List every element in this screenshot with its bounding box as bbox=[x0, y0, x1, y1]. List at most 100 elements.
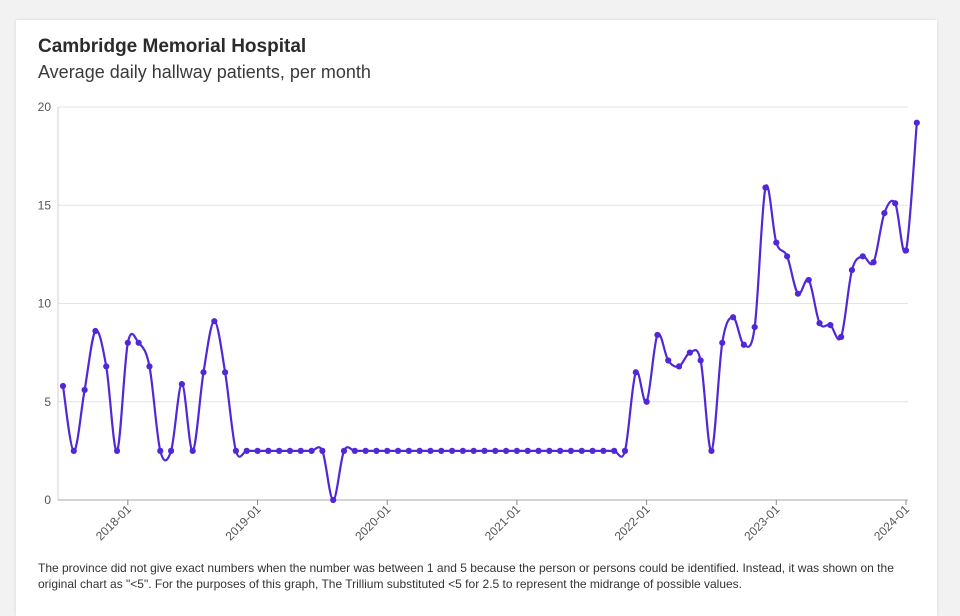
data-point[interactable] bbox=[222, 369, 229, 376]
data-point[interactable] bbox=[589, 447, 596, 454]
data-point[interactable] bbox=[643, 398, 650, 405]
data-point[interactable] bbox=[189, 447, 196, 454]
data-point[interactable] bbox=[103, 363, 110, 370]
series-line-group bbox=[59, 119, 920, 504]
data-point[interactable] bbox=[697, 357, 704, 364]
data-point[interactable] bbox=[524, 447, 531, 454]
x-tick-label: 2022-01 bbox=[612, 502, 653, 543]
data-point[interactable] bbox=[708, 447, 715, 454]
data-point[interactable] bbox=[146, 363, 153, 370]
data-point[interactable] bbox=[157, 447, 164, 454]
data-point[interactable] bbox=[167, 447, 175, 454]
data-point[interactable] bbox=[557, 447, 564, 454]
data-point[interactable] bbox=[470, 447, 477, 454]
data-point[interactable] bbox=[373, 447, 380, 454]
data-point[interactable] bbox=[686, 349, 693, 356]
chart-card: Cambridge Memorial Hospital Average dail… bbox=[16, 20, 937, 616]
data-point[interactable] bbox=[70, 447, 77, 454]
data-point[interactable] bbox=[405, 447, 412, 454]
y-tick-label: 5 bbox=[44, 395, 51, 409]
data-point[interactable] bbox=[719, 339, 726, 346]
data-point[interactable] bbox=[762, 184, 769, 191]
data-point[interactable] bbox=[859, 253, 866, 260]
y-tick-label: 10 bbox=[38, 297, 52, 311]
line-chart: 0 5 10 15 20 2018-01 2019-01 2020-01 2021-01 202… bbox=[38, 100, 920, 543]
x-tick-label: 2019-01 bbox=[223, 502, 264, 543]
chart-subtitle: Average daily hallway patients, per mont… bbox=[38, 62, 371, 82]
data-point[interactable] bbox=[254, 447, 261, 454]
data-point[interactable] bbox=[838, 333, 845, 341]
data-point[interactable] bbox=[135, 339, 142, 346]
data-point[interactable] bbox=[913, 119, 920, 126]
data-point[interactable] bbox=[394, 447, 402, 454]
y-tick-label: 15 bbox=[38, 198, 52, 212]
data-point[interactable] bbox=[665, 357, 672, 364]
data-point[interactable] bbox=[805, 276, 812, 284]
data-point[interactable] bbox=[330, 496, 337, 504]
data-point[interactable] bbox=[751, 323, 758, 331]
data-point[interactable] bbox=[351, 447, 358, 454]
data-point[interactable] bbox=[92, 327, 99, 335]
data-point[interactable] bbox=[286, 447, 294, 454]
data-point[interactable] bbox=[600, 447, 607, 454]
data-point[interactable] bbox=[675, 363, 683, 370]
y-axis: 0 5 10 15 20 bbox=[38, 100, 59, 507]
x-tick-label: 2021-01 bbox=[482, 502, 523, 543]
data-point[interactable] bbox=[481, 447, 488, 454]
data-point[interactable] bbox=[211, 318, 218, 325]
data-point[interactable] bbox=[902, 247, 910, 254]
data-point[interactable] bbox=[503, 447, 510, 454]
x-tick-label: 2023-01 bbox=[741, 502, 782, 543]
data-point[interactable] bbox=[740, 341, 747, 348]
data-point[interactable] bbox=[784, 253, 791, 260]
footnote: The province did not give exact numbers … bbox=[38, 561, 894, 591]
data-point[interactable] bbox=[827, 322, 834, 329]
data-point[interactable] bbox=[448, 447, 456, 454]
data-point[interactable] bbox=[59, 382, 67, 390]
data-point[interactable] bbox=[265, 447, 272, 454]
data-point[interactable] bbox=[200, 369, 207, 376]
data-point[interactable] bbox=[632, 369, 639, 376]
y-tick-label: 20 bbox=[38, 100, 52, 114]
data-point[interactable] bbox=[892, 200, 899, 207]
data-point[interactable] bbox=[308, 447, 315, 454]
data-point[interactable] bbox=[816, 320, 823, 327]
data-point[interactable] bbox=[578, 447, 585, 454]
data-point[interactable] bbox=[232, 447, 240, 454]
data-point[interactable] bbox=[438, 447, 445, 454]
data-point[interactable] bbox=[276, 447, 283, 454]
data-point[interactable] bbox=[459, 447, 466, 454]
y-tick-label: 0 bbox=[44, 493, 51, 507]
data-point[interactable] bbox=[178, 380, 185, 388]
data-point[interactable] bbox=[81, 386, 88, 394]
data-point[interactable] bbox=[297, 447, 304, 454]
data-point[interactable] bbox=[729, 314, 737, 321]
data-point[interactable] bbox=[362, 447, 369, 454]
x-tick-label: 2024-01 bbox=[871, 502, 912, 543]
data-point[interactable] bbox=[773, 239, 780, 246]
series-line bbox=[61, 121, 918, 502]
data-point[interactable] bbox=[113, 447, 121, 454]
data-point[interactable] bbox=[567, 447, 575, 454]
data-point[interactable] bbox=[243, 447, 250, 454]
data-point[interactable] bbox=[124, 339, 131, 346]
data-point[interactable] bbox=[621, 447, 629, 454]
data-point[interactable] bbox=[881, 210, 888, 217]
data-point[interactable] bbox=[427, 447, 434, 454]
data-point[interactable] bbox=[611, 447, 618, 454]
data-point[interactable] bbox=[654, 331, 661, 339]
data-point[interactable] bbox=[535, 447, 542, 454]
data-point[interactable] bbox=[340, 447, 348, 454]
data-point[interactable] bbox=[546, 447, 553, 454]
data-point[interactable] bbox=[319, 447, 326, 454]
data-point[interactable] bbox=[513, 447, 521, 454]
data-point[interactable] bbox=[492, 447, 499, 454]
data-point[interactable] bbox=[848, 266, 856, 274]
x-axis: 2018-01 2019-01 2020-01 2021-01 2022-01 2023-… bbox=[58, 499, 912, 543]
x-tick-label: 2018-01 bbox=[93, 502, 134, 543]
data-point[interactable] bbox=[384, 447, 391, 454]
data-point[interactable] bbox=[794, 290, 802, 297]
chart-title: Cambridge Memorial Hospital bbox=[38, 36, 307, 57]
data-point[interactable] bbox=[870, 259, 877, 266]
data-point[interactable] bbox=[416, 447, 423, 454]
